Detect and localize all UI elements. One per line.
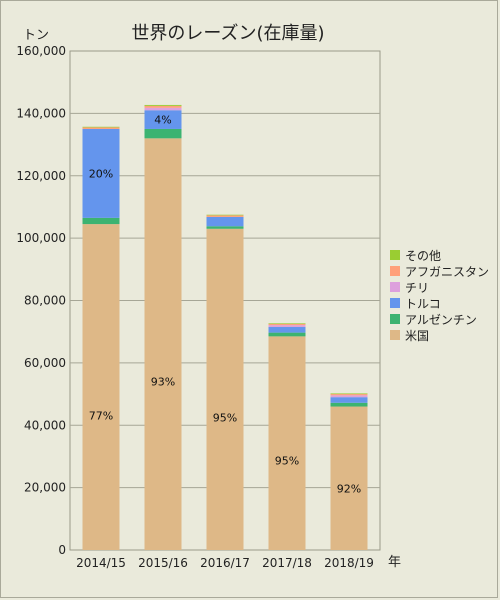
x-tick-label: 2016/17 — [200, 556, 250, 570]
bar-segment — [330, 395, 368, 398]
y-tick-label: 60,000 — [24, 356, 66, 370]
bar-segment — [206, 228, 244, 551]
x-tick-label: 2018/19 — [324, 556, 374, 570]
bar-segment — [268, 332, 306, 337]
bar-segment — [330, 406, 368, 550]
legend-swatch — [390, 314, 400, 324]
y-tick-label: 120,000 — [16, 169, 66, 183]
y-tick-label: 160,000 — [16, 44, 66, 58]
legend-label: アフガニスタン — [405, 265, 489, 279]
bar-segment — [82, 128, 120, 218]
bar-segment — [268, 327, 306, 333]
bar-segment — [268, 323, 306, 324]
bar-segment — [206, 216, 244, 227]
y-tick-label: 80,000 — [24, 294, 66, 308]
bar-segment — [144, 107, 182, 111]
bar-segment — [330, 393, 368, 395]
legend-label: トルコ — [405, 297, 441, 311]
bars — [82, 104, 368, 551]
y-tick-label: 40,000 — [24, 418, 66, 432]
legend-swatch — [390, 282, 400, 292]
bar-segment — [206, 226, 244, 229]
bar-segment — [82, 127, 120, 129]
bar-segment — [144, 128, 182, 139]
y-tick-label: 140,000 — [16, 106, 66, 120]
bar-segment — [330, 402, 368, 407]
legend-swatch — [390, 298, 400, 308]
bar-segment — [144, 110, 182, 129]
percent-label: 77% — [89, 410, 113, 423]
legend-label: チリ — [405, 281, 429, 295]
y-axis-unit-label: トン — [23, 28, 49, 43]
legend-label: その他 — [405, 249, 441, 263]
percent-label: 20% — [89, 167, 113, 180]
percent-label: 93% — [151, 375, 175, 388]
percent-label: 95% — [213, 412, 237, 425]
x-axis-ticks: 2014/15 2015/16 2016/17 2017/18 2018/19 — [76, 556, 374, 570]
bar-segment — [82, 224, 120, 550]
x-tick-label: 2017/18 — [262, 556, 312, 570]
percent-label: 4% — [154, 114, 171, 127]
bar-segment — [144, 105, 182, 108]
chart-title: 世界のレーズン(在庫量) — [131, 23, 324, 44]
y-tick-label: 0 — [58, 543, 66, 557]
percent-label: 95% — [275, 455, 299, 468]
x-axis-unit-label: 年 — [388, 555, 401, 570]
bar-segment — [268, 325, 306, 328]
bar-segment — [206, 215, 244, 217]
legend-label: 米国 — [405, 329, 429, 343]
legend-swatch — [390, 330, 400, 340]
bar-segment — [82, 217, 120, 225]
y-tick-label: 100,000 — [16, 231, 66, 245]
y-axis-ticks: 0 20,000 40,000 60,000 80,000 100,000 120,000 1… — [16, 44, 66, 557]
x-tick-label: 2014/15 — [76, 556, 126, 570]
bar-segment — [330, 394, 368, 396]
legend-swatch — [390, 250, 400, 260]
bar-segment — [82, 126, 120, 128]
percent-labels: 77% 20% 93% 4% 95% 95% 92% — [89, 114, 361, 496]
legend-swatch — [390, 266, 400, 276]
bar-segment — [268, 323, 306, 326]
percent-label: 92% — [337, 483, 361, 496]
legend-label: アルゼンチン — [405, 313, 477, 327]
bar-segment — [144, 138, 182, 550]
y-tick-label: 20,000 — [24, 481, 66, 495]
bar-segment — [330, 397, 368, 403]
x-tick-label: 2015/16 — [138, 556, 188, 570]
bar-segment — [206, 214, 244, 216]
bar-segment — [268, 336, 306, 550]
bar-segment — [144, 104, 182, 106]
